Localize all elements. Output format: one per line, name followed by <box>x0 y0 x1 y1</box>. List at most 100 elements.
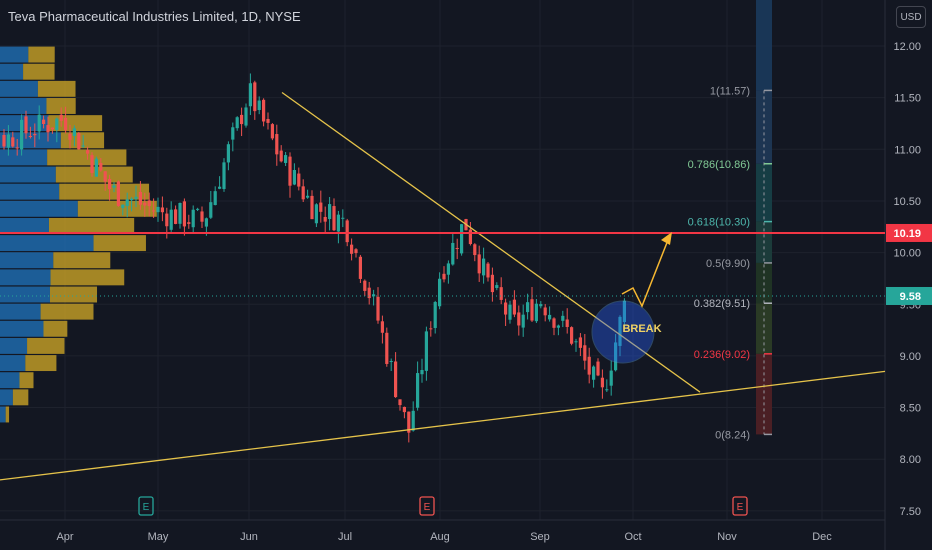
candle-body <box>231 127 235 140</box>
candle-body <box>187 222 191 224</box>
volume-profile-row-down <box>50 269 125 286</box>
volume-profile-row-up <box>0 235 94 252</box>
candle-body <box>402 406 406 413</box>
candle-body <box>20 119 24 150</box>
candle-body <box>618 316 622 346</box>
earnings-marker <box>419 496 435 516</box>
volume-profile-row-down <box>55 166 133 183</box>
candle-body <box>336 214 340 232</box>
volume-profile-row-down <box>12 389 29 406</box>
candle-body <box>240 114 244 125</box>
ascending-trendline <box>0 370 886 481</box>
candle-body <box>42 119 46 124</box>
x-tick-label: May <box>148 531 169 543</box>
currency-button[interactable]: USD <box>896 6 926 28</box>
candle-body <box>266 118 270 123</box>
candle-body <box>380 321 384 333</box>
candle-body <box>490 274 494 293</box>
candle-body <box>301 186 305 200</box>
earnings-marker <box>732 496 748 516</box>
fib-level-label: 0.618(10.30) <box>688 217 750 229</box>
candle-body <box>460 224 464 254</box>
candle-body <box>517 312 521 326</box>
candle-body <box>72 128 76 137</box>
candle-body <box>314 204 318 224</box>
candle-body <box>134 196 138 199</box>
candle-body <box>530 299 534 321</box>
x-tick-label: Oct <box>624 531 641 543</box>
candle-body <box>138 191 142 205</box>
candle-body <box>596 361 600 376</box>
candle-body <box>398 399 402 406</box>
candle-body <box>482 258 486 276</box>
candle-body <box>561 315 565 321</box>
x-tick-label: Apr <box>56 531 73 543</box>
break-circle <box>591 300 655 364</box>
candle-body <box>358 256 362 279</box>
candle-body <box>411 410 415 431</box>
candle-body <box>600 377 604 388</box>
volume-profile-row-down <box>60 132 105 149</box>
candle-body <box>416 373 420 408</box>
candle-body <box>191 209 195 228</box>
candle-body <box>182 201 186 227</box>
candle-body <box>319 202 323 212</box>
volume-profile-row-down <box>23 63 55 80</box>
candle-body <box>64 117 68 131</box>
volume-profile-row-down <box>46 98 76 114</box>
candle-body <box>372 294 376 297</box>
earnings-marker <box>138 496 154 516</box>
candle-body <box>363 280 367 291</box>
volume-profile-row-up <box>0 389 13 406</box>
x-tick-label: Dec <box>812 531 832 543</box>
candle-body <box>534 303 538 322</box>
candle-body <box>451 242 455 265</box>
candle-body <box>605 389 609 391</box>
candle-body <box>442 273 446 280</box>
volume-profile-row-up <box>0 406 6 423</box>
candle-body <box>55 118 59 130</box>
candle-body <box>275 134 279 155</box>
fib-level-label: 0(8.24) <box>715 429 750 441</box>
candle-body <box>521 314 525 328</box>
candle-body <box>504 302 508 315</box>
candle-body <box>222 162 226 189</box>
earnings-marker-label: E <box>143 502 150 513</box>
y-tick-label: 12.00 <box>893 41 921 53</box>
candle-body <box>270 124 274 139</box>
volume-profile-row-up <box>0 149 48 166</box>
fib-level-label: 0.786(10.86) <box>688 159 750 171</box>
candle-body <box>328 204 332 220</box>
candle-body <box>473 244 477 256</box>
candle-body <box>556 325 560 328</box>
candle-body <box>565 319 569 327</box>
volume-profile-row-down <box>37 80 76 97</box>
volume-profile-row-down <box>27 337 65 354</box>
candle-body <box>37 114 41 132</box>
candle-body <box>548 314 552 320</box>
fib-bar-band <box>756 353 772 435</box>
candle-body <box>6 134 10 148</box>
volume-profile-row-down <box>25 355 57 372</box>
y-tick-label: 9.00 <box>900 351 921 363</box>
volume-profile-row-up <box>0 252 54 269</box>
candle-body <box>204 218 208 227</box>
candle-body <box>429 328 433 330</box>
candle-body <box>33 134 37 136</box>
candle-body <box>614 342 618 371</box>
volume-profile-row-down <box>77 200 157 217</box>
volume-profile-row-up <box>0 98 47 114</box>
current-price-tag <box>886 286 932 305</box>
chart-title: Teva Pharmaceutical Industries Limited, … <box>8 9 301 24</box>
candle-body <box>81 145 85 147</box>
candle-body <box>288 156 292 186</box>
candle-body <box>543 307 547 316</box>
y-tick-label: 8.50 <box>900 403 921 415</box>
earnings-marker-label: E <box>737 502 744 513</box>
candle-body <box>209 202 213 218</box>
candle-body <box>455 247 459 249</box>
candle-body <box>385 332 389 364</box>
candle-body <box>200 211 204 222</box>
volume-profile-row-down <box>5 406 10 423</box>
